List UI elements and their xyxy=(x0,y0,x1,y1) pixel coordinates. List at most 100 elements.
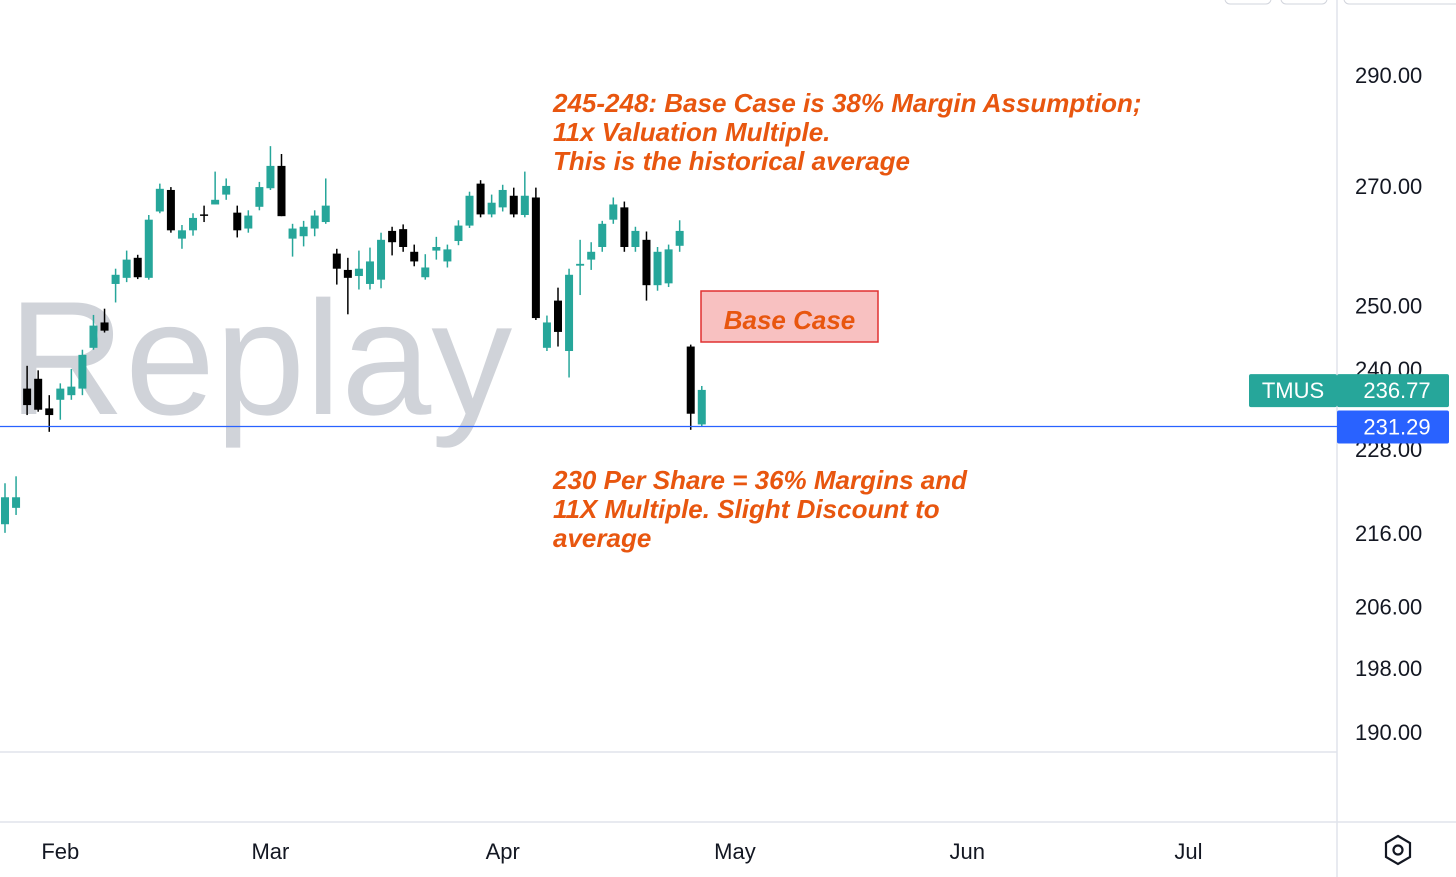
annotation-text: 11X Multiple. Slight Discount to xyxy=(553,494,940,524)
candle-body xyxy=(111,274,120,284)
candle-body xyxy=(166,189,175,231)
candle-body xyxy=(244,215,253,229)
candle-body xyxy=(498,189,507,208)
candle-body xyxy=(144,219,153,278)
candle-body xyxy=(200,214,209,216)
candle-body xyxy=(122,259,131,278)
candle-body xyxy=(598,223,607,247)
toolbar-button[interactable] xyxy=(1280,0,1328,5)
candle-body xyxy=(697,389,706,425)
candle-body xyxy=(12,497,21,508)
candle-body xyxy=(631,230,640,247)
toolbar-button[interactable] xyxy=(1343,0,1456,5)
candle-body xyxy=(377,239,386,280)
settings-hexagon xyxy=(1384,834,1412,866)
candle-body xyxy=(509,195,518,215)
x-tick-label: Feb xyxy=(41,839,79,864)
candle-body xyxy=(675,230,684,246)
candle-body xyxy=(222,185,231,195)
candle-body xyxy=(520,195,529,215)
candle-body xyxy=(465,195,474,226)
candle-body xyxy=(454,225,463,242)
candle-body xyxy=(23,388,32,406)
y-tick-label: 198.00 xyxy=(1355,656,1422,681)
candle-body xyxy=(354,268,363,277)
candle-body xyxy=(277,165,286,217)
y-tick-label: 270.00 xyxy=(1355,174,1422,199)
candle-body xyxy=(399,229,408,247)
candle-body xyxy=(686,346,695,414)
watermark: Replay xyxy=(8,268,512,449)
candle-body xyxy=(365,261,374,284)
price-label: 236.77 xyxy=(1363,378,1430,403)
candle-body xyxy=(321,205,330,223)
y-tick-label: 190.00 xyxy=(1355,720,1422,745)
candle-body xyxy=(1,497,9,525)
x-tick-label: Jul xyxy=(1174,839,1202,864)
candle-body xyxy=(554,300,562,332)
candle-body xyxy=(89,325,98,348)
candle-body xyxy=(388,230,397,243)
settings-icon[interactable] xyxy=(1384,834,1412,866)
annotation-text: 11x Valuation Multiple. xyxy=(553,117,830,147)
y-tick-label: 216.00 xyxy=(1355,521,1422,546)
annotation-text: 245-248: Base Case is 38% Margin Assumpt… xyxy=(552,88,1142,118)
callout-box xyxy=(700,290,879,343)
candle-body xyxy=(233,212,242,231)
x-tick-label: Jun xyxy=(949,839,984,864)
symbol-label-box xyxy=(1249,374,1337,408)
candle-body xyxy=(443,249,452,262)
candle-body xyxy=(45,408,54,416)
candle-body xyxy=(189,217,198,231)
price-label: 231.29 xyxy=(1363,415,1430,440)
y-tick-label: 206.00 xyxy=(1355,595,1422,620)
candle-body xyxy=(609,204,618,220)
candle-body xyxy=(421,267,430,278)
candle-body xyxy=(255,187,264,207)
y-tick-label: 290.00 xyxy=(1355,63,1422,88)
candle-body xyxy=(664,249,673,284)
candle-body xyxy=(78,354,87,389)
candle-body xyxy=(487,202,496,215)
candle-body xyxy=(266,165,275,189)
candle-body xyxy=(642,239,651,286)
candle-body xyxy=(299,226,308,237)
candle-body xyxy=(155,188,164,212)
toolbar-button[interactable] xyxy=(1224,0,1272,5)
x-tick-label: Apr xyxy=(486,839,520,864)
candle-body xyxy=(211,199,220,205)
candle-body xyxy=(288,228,297,239)
candle-body xyxy=(100,322,109,331)
candle-body xyxy=(177,230,186,239)
annotation-text: This is the historical average xyxy=(553,146,910,176)
candle-body xyxy=(56,388,65,400)
candle-body xyxy=(565,274,574,352)
candle-body xyxy=(310,215,319,229)
x-tick-label: Mar xyxy=(251,839,289,864)
y-tick-label: 250.00 xyxy=(1355,294,1422,319)
price-label-box xyxy=(1337,410,1449,444)
candle-body xyxy=(432,246,441,251)
candle-body xyxy=(620,207,629,247)
symbol-label: TMUS xyxy=(1262,378,1324,403)
candle-body xyxy=(133,257,142,278)
callout-text: Base Case xyxy=(724,305,856,335)
price-label-box xyxy=(1337,374,1449,408)
candle-body xyxy=(34,378,43,410)
x-tick-label: May xyxy=(714,839,756,864)
candle-body xyxy=(542,322,551,348)
settings-center xyxy=(1392,844,1404,856)
annotation-text: 230 Per Share = 36% Margins and xyxy=(552,465,968,495)
annotation-text: average xyxy=(553,523,651,553)
candle-body xyxy=(476,183,485,215)
candle-body xyxy=(587,251,596,260)
candle-body xyxy=(531,197,540,319)
candle-body xyxy=(653,251,662,286)
candle-body xyxy=(576,263,585,266)
candle-body xyxy=(67,386,76,396)
candles xyxy=(1,146,706,533)
candle-body xyxy=(343,269,352,278)
candle-body xyxy=(410,251,419,262)
